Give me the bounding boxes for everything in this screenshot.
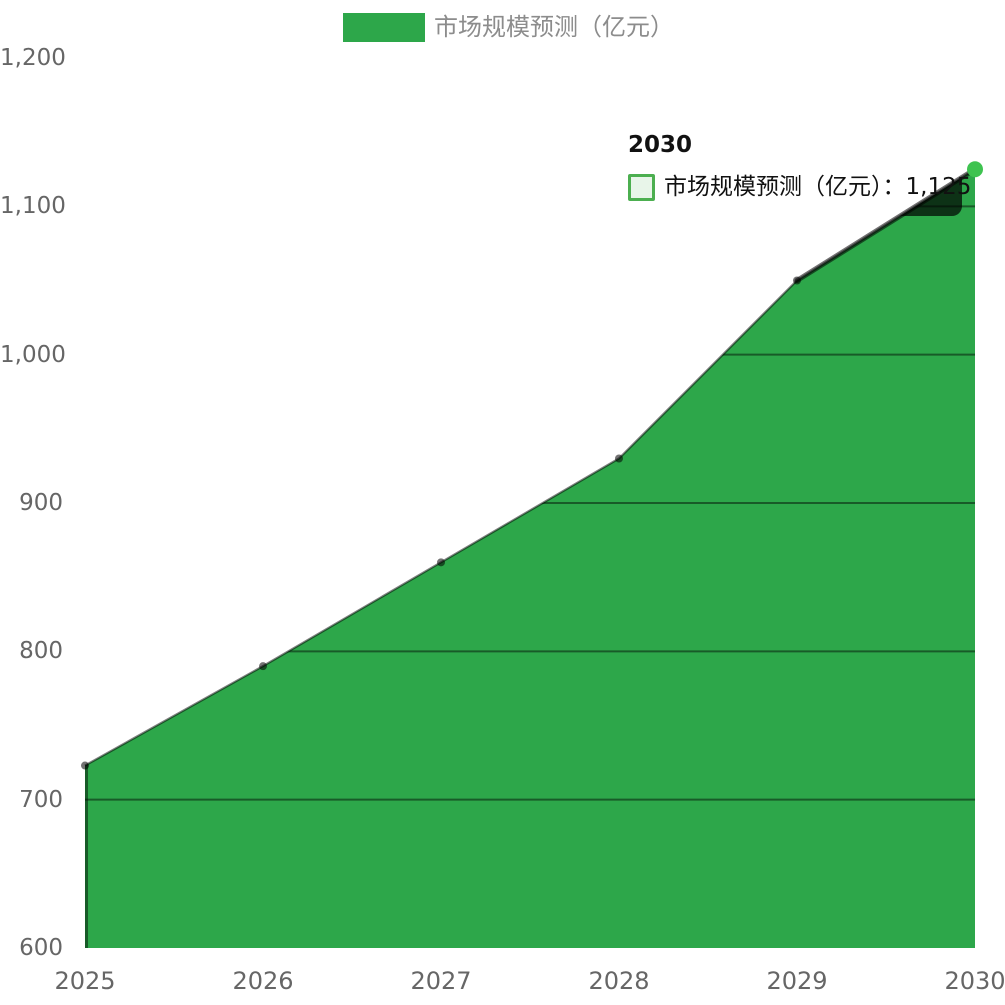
x-axis-tick-label: 2028	[588, 967, 650, 995]
y-axis-tick-label: 1,100	[0, 193, 66, 220]
data-point-dot[interactable]	[615, 454, 623, 463]
area-fill	[85, 169, 975, 948]
y-axis-tick-label: 700	[19, 786, 63, 813]
x-axis-tick-label: 2026	[232, 967, 294, 995]
data-point-dot[interactable]	[81, 761, 89, 770]
y-axis-tick-label: 1,200	[0, 45, 66, 71]
y-axis-tick-label: 600	[19, 935, 63, 961]
y-axis-tick-label: 1,000	[0, 341, 66, 368]
legend-item[interactable]: 市场规模预测（亿元）	[343, 13, 674, 42]
x-axis-tick-label: 2027	[410, 967, 472, 995]
y-axis-tick-label: 900	[19, 490, 63, 516]
legend-label[interactable]: 市场规模预测（亿元）	[434, 13, 674, 41]
data-point-dot[interactable]	[437, 558, 445, 567]
legend-swatch-icon[interactable]	[343, 13, 425, 42]
y-axis-tick-label: 800	[19, 638, 63, 665]
x-axis-tick-label: 2030	[944, 967, 1005, 995]
x-axis-tick-label: 2025	[54, 967, 116, 995]
data-point-dot[interactable]	[259, 662, 267, 671]
data-point-dot[interactable]	[793, 276, 801, 285]
x-axis-tick-label: 2029	[766, 967, 828, 995]
tooltip-shadow	[620, 169, 962, 216]
active-point-dot[interactable]	[967, 161, 983, 178]
